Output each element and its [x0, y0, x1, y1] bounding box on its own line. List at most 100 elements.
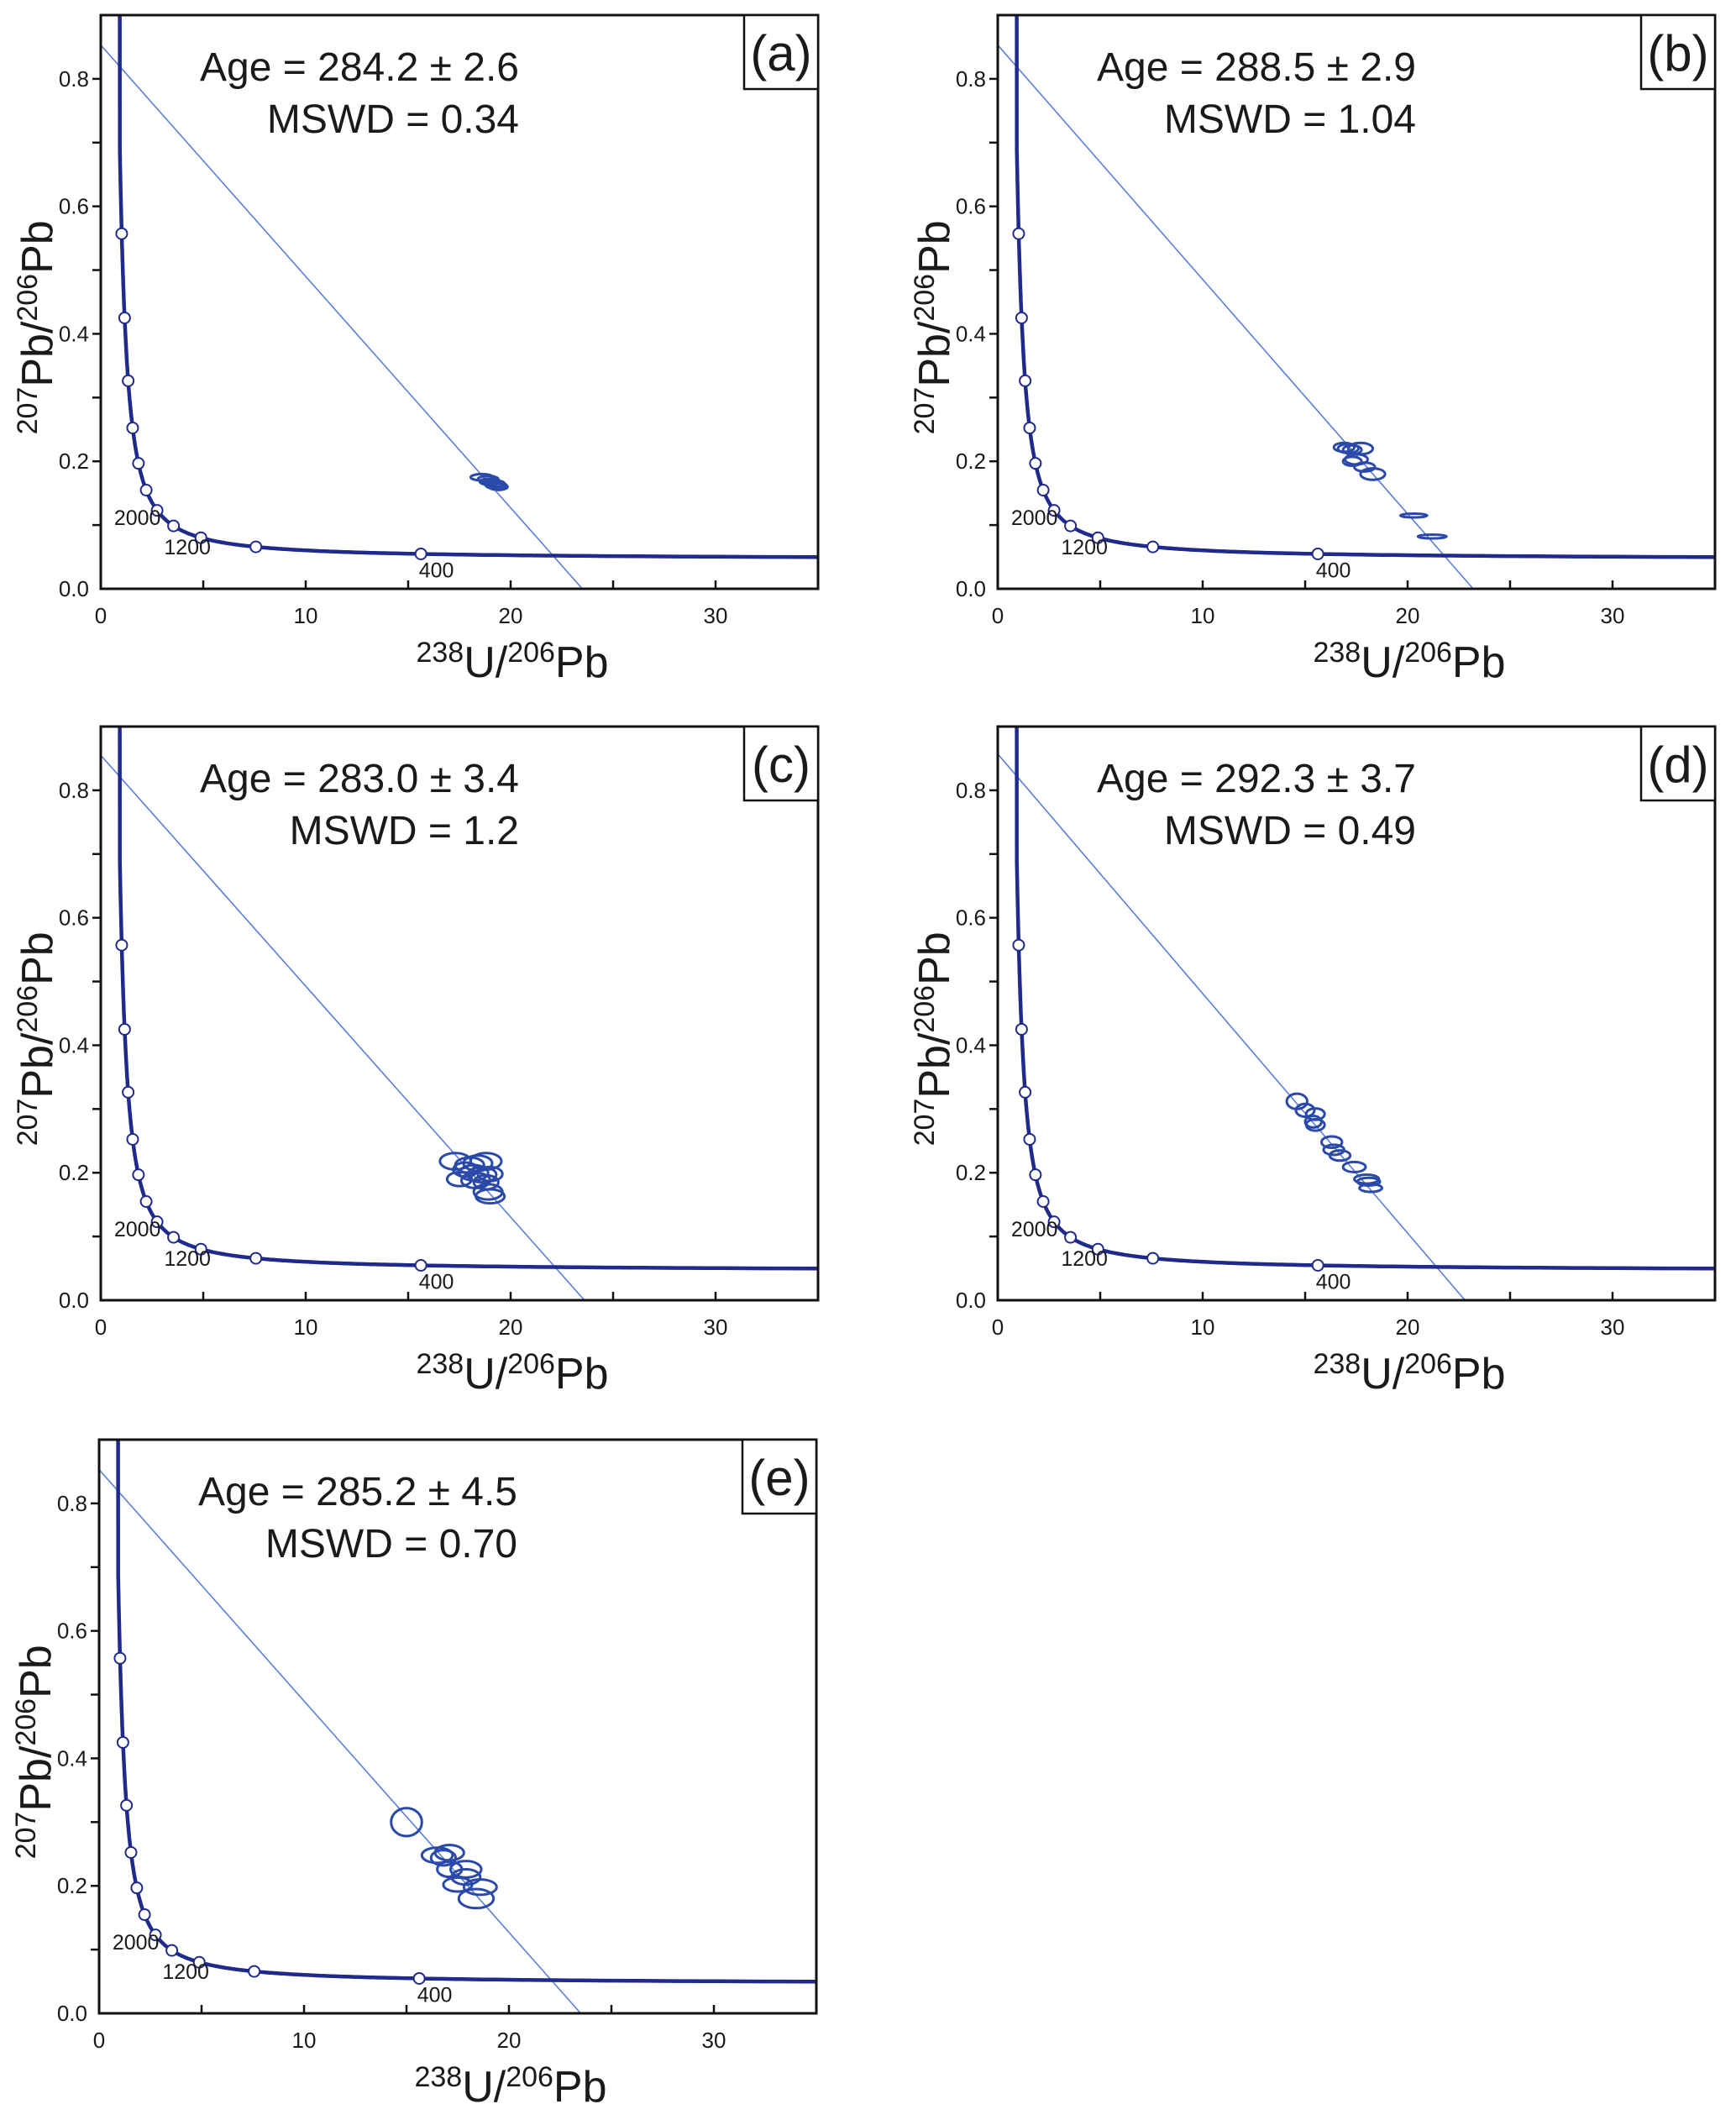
y-axis-title-superscript: 206 — [12, 985, 44, 1033]
x-axis-title-text: U/ — [462, 2063, 506, 2112]
panel-tag: (c) — [752, 737, 810, 793]
discordia-line — [99, 1469, 581, 2013]
concordia-age-label: 2000 — [114, 506, 161, 530]
x-tick-label: 10 — [292, 2028, 317, 2053]
data-ellipse — [452, 1161, 480, 1178]
data-ellipse — [445, 1170, 474, 1188]
x-tick-label: 20 — [497, 2028, 522, 2053]
y-axis-title-text: Pb — [13, 220, 62, 274]
x-axis-title-text: Pb — [555, 1350, 609, 1398]
concordia-age-marker — [150, 1215, 164, 1229]
concordia-age-marker — [165, 1944, 179, 1957]
x-axis-title-superscript: 238 — [414, 2061, 462, 2093]
panel-tag: (b) — [1647, 25, 1708, 81]
discordia-line — [998, 45, 1474, 589]
age-annotation: Age = 285.2 ± 4.5 — [198, 1470, 517, 1514]
data-ellipse — [1294, 1102, 1316, 1118]
x-axis-title-superscript: 206 — [506, 2061, 553, 2093]
age-annotation: Age = 284.2 ± 2.6 — [200, 45, 519, 90]
concordia-age-marker — [138, 1907, 151, 1921]
concordia-age-marker — [249, 1252, 263, 1265]
concordia-age-marker — [122, 1085, 135, 1099]
mswd-annotation: MSWD = 0.34 — [267, 97, 519, 142]
data-ellipse — [1416, 533, 1448, 540]
concordia-age-marker — [139, 483, 153, 496]
y-axis-title-superscript: 207 — [909, 387, 941, 435]
concordia-age-label: 400 — [1316, 1270, 1351, 1294]
concordia-age-marker — [1019, 1085, 1032, 1099]
x-tick-label: 20 — [1396, 1315, 1420, 1340]
concordia-age-marker — [124, 1845, 138, 1859]
concordia-age-label: 1200 — [1061, 536, 1108, 559]
y-axis-title-text: Pb — [12, 1645, 60, 1698]
x-tick-label: 10 — [294, 603, 318, 628]
concordia-age-marker — [1015, 1022, 1028, 1036]
concordia-age-marker — [1012, 227, 1025, 240]
x-axis-title-superscript: 238 — [1313, 637, 1361, 669]
concordia-age-marker — [249, 540, 263, 554]
concordia-age-marker — [1091, 1242, 1104, 1256]
x-axis-title-text: Pb — [553, 2063, 607, 2112]
concordia-age-marker — [116, 1735, 129, 1749]
x-tick-label: 10 — [294, 1315, 318, 1340]
concordia-age-label: 2000 — [113, 1931, 160, 1955]
y-tick-label: 0.4 — [59, 1032, 89, 1057]
concordia-age-marker — [149, 1928, 162, 1942]
concordia-age-marker — [122, 374, 135, 387]
y-tick-label: 0.4 — [57, 1745, 87, 1771]
y-tick-label: 0.8 — [956, 778, 986, 803]
concordia-age-marker — [194, 1242, 207, 1256]
concordia-age-marker — [1064, 1231, 1078, 1244]
x-axis-title: 238U/206Pb — [1313, 1348, 1505, 1398]
x-axis-title-superscript: 206 — [507, 637, 555, 669]
concordia-age-marker — [1047, 504, 1061, 517]
concordia-age-label: 2000 — [114, 1218, 161, 1241]
y-tick-label: 0.8 — [956, 66, 986, 92]
concordia-age-label: 400 — [1316, 559, 1351, 582]
concordia-age-marker — [118, 1022, 131, 1036]
discordia-line — [998, 753, 1466, 1300]
concordia-age-marker — [414, 547, 427, 560]
concordia-age-marker — [1311, 1258, 1324, 1272]
plot-area — [101, 15, 818, 589]
concordia-age-marker — [248, 1965, 261, 1978]
panel-tag-box — [1639, 725, 1717, 802]
plot-frame — [996, 13, 1717, 590]
data-ellipse — [1353, 461, 1377, 473]
age-annotation: Age = 288.5 ± 2.9 — [1097, 45, 1416, 90]
y-axis-title: 207Pb/206Pb — [12, 931, 62, 1146]
panel-tag-box — [741, 1438, 818, 1515]
concordia-age-marker — [1029, 1168, 1042, 1182]
y-axis-title: 207Pb/206Pb — [12, 220, 62, 434]
concordia-age-marker — [414, 1258, 427, 1272]
data-ellipse — [1359, 467, 1387, 481]
x-axis-title-text: U/ — [1361, 1350, 1405, 1398]
y-axis-title: 207Pb/206Pb — [909, 931, 959, 1146]
concordia-age-marker — [150, 504, 164, 517]
y-axis-title-text: Pb/ — [12, 1745, 60, 1812]
concordia-age-marker — [1146, 540, 1160, 554]
panel-tag-box — [1639, 13, 1717, 91]
x-tick-label: 0 — [93, 2028, 105, 2053]
y-tick-label: 0.4 — [59, 321, 89, 346]
plot-area — [998, 15, 1715, 589]
concordia-age-marker — [1036, 483, 1050, 496]
concordia-age-marker — [1012, 938, 1025, 952]
data-ellipse — [1341, 1160, 1367, 1173]
x-axis-title: 238U/206Pb — [1313, 637, 1505, 687]
data-ellipse — [429, 1849, 458, 1867]
data-ellipse — [1304, 1117, 1326, 1132]
x-tick-label: 30 — [704, 1315, 728, 1340]
data-ellipse — [442, 1876, 474, 1893]
y-axis-title-text: Pb — [13, 931, 62, 985]
y-axis-title-superscript: 206 — [909, 274, 941, 322]
y-tick-label: 0.6 — [59, 905, 89, 931]
x-tick-label: 0 — [992, 603, 1004, 628]
x-tick-label: 30 — [702, 2028, 726, 2053]
concordia-age-marker — [126, 1132, 139, 1146]
concordia-age-marker — [1023, 1132, 1036, 1146]
